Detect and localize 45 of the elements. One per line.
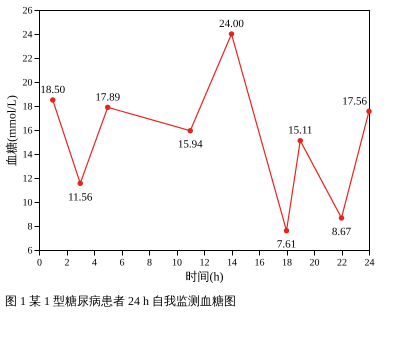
y-tick-label: 22 [22, 54, 32, 64]
data-label: 17.56 [342, 95, 368, 108]
point [366, 108, 372, 114]
y-tick-label: 18 [22, 102, 32, 112]
y-tick-label: 16 [22, 126, 32, 136]
x-tick-label: 12 [200, 258, 210, 268]
data-label: 11.56 [68, 191, 93, 204]
x-tick-label: 20 [310, 258, 320, 268]
y-axis-title: 血糖(mmol/L) [4, 95, 18, 166]
point [298, 138, 303, 144]
x-tick-label: 6 [120, 258, 124, 268]
point [105, 104, 110, 110]
caption: 图 1 某 1 型糖尿病患者 24 h 自我监测血糖图 [5, 294, 236, 308]
x-tick-label: 2 [64, 258, 70, 268]
y-tick-label: 10 [22, 198, 32, 208]
y-tick-label: 24 [22, 30, 32, 40]
data-label: 15.94 [178, 138, 204, 151]
data-label: 8.67 [332, 226, 352, 238]
point [50, 97, 56, 103]
x-tick-label: 24 [364, 258, 374, 268]
data-label: 15.11 [288, 124, 312, 137]
y-tick-label: 6 [28, 246, 32, 256]
point [228, 31, 234, 37]
y-tick-label: 8 [28, 222, 32, 232]
x-tick-label: 8 [147, 258, 152, 268]
data-label: 18.50 [40, 84, 66, 96]
point [78, 180, 83, 186]
data-label: 24.00 [219, 18, 244, 30]
x-tick-label: 0 [37, 258, 42, 268]
x-tick-label: 4 [92, 258, 97, 268]
x-tick-label: 18 [282, 258, 292, 268]
y-tick-label: 26 [22, 6, 32, 16]
x-axis-title: 时间(h) [186, 270, 224, 284]
y-tick-label: 14 [22, 150, 32, 160]
point [284, 228, 290, 234]
point [338, 215, 344, 221]
x-tick-label: 16 [254, 258, 264, 268]
y-tick-label: 20 [22, 78, 32, 88]
x-tick-label: 10 [172, 258, 182, 268]
x-tick-label: 14 [227, 258, 237, 268]
data-label: 17.89 [95, 91, 121, 104]
y-tick-label: 12 [22, 174, 32, 184]
point [188, 128, 193, 134]
data-label: 7.61 [276, 238, 296, 251]
x-tick-label: 22 [337, 258, 347, 268]
